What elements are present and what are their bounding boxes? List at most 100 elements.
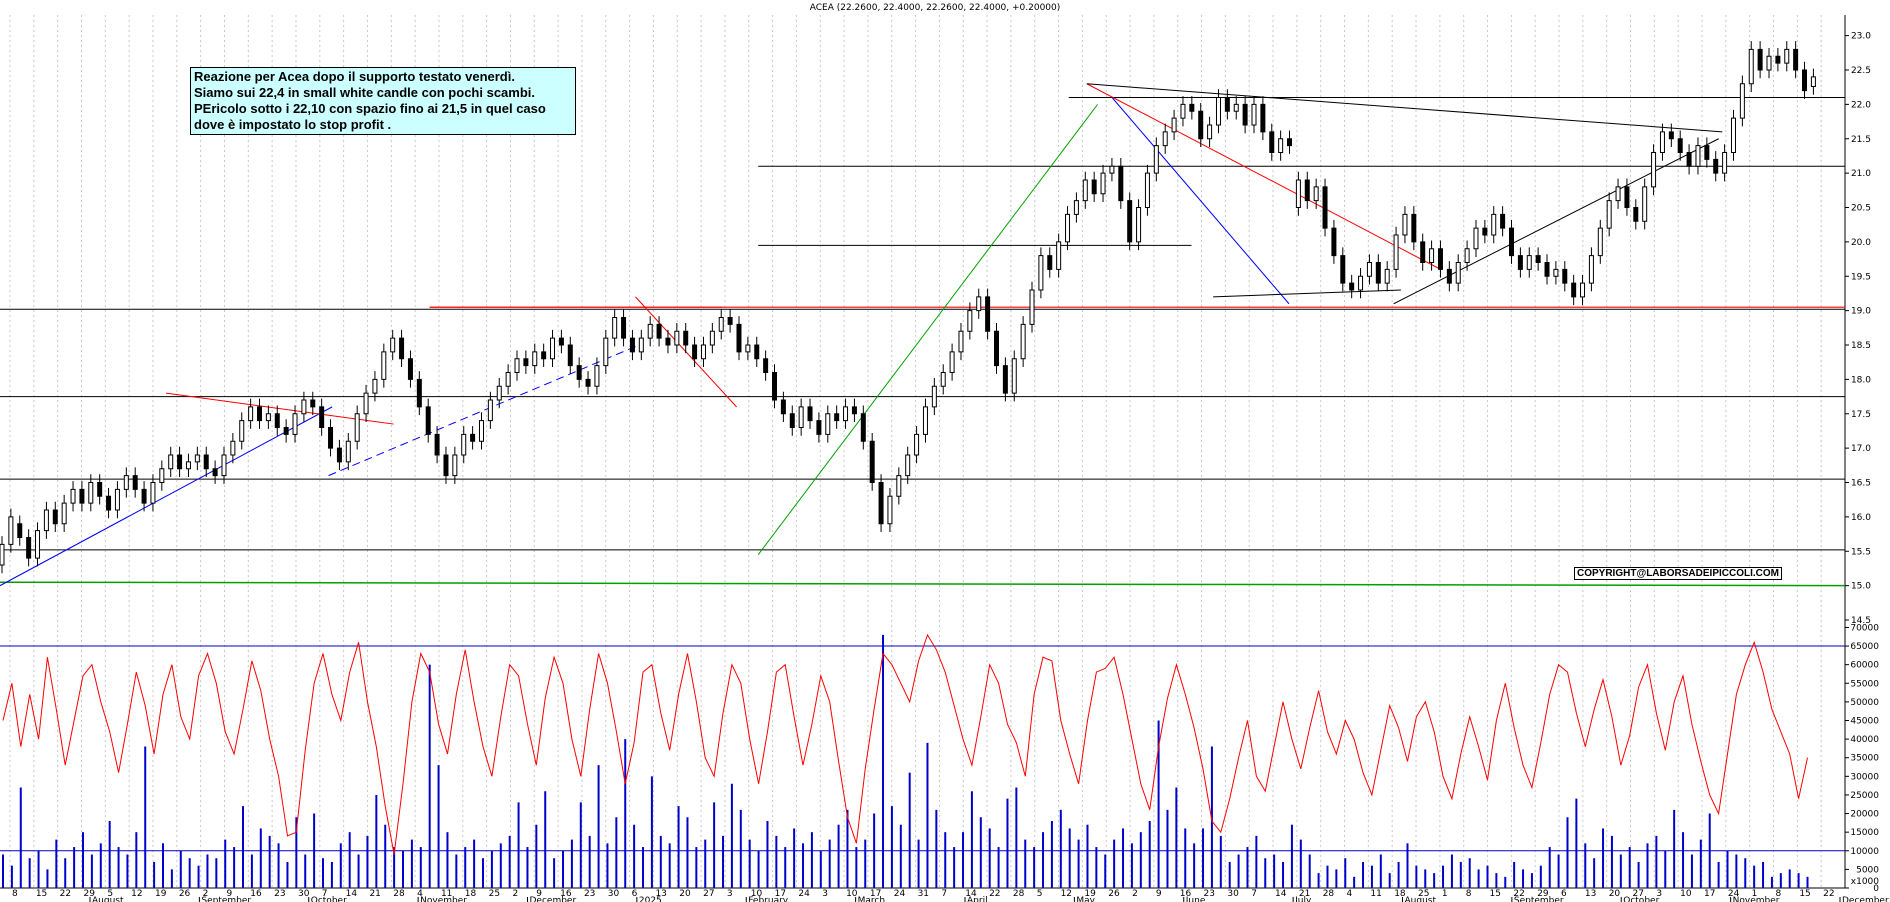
candle-body: [1526, 255, 1532, 270]
day-tick-label: 15: [1799, 889, 1810, 899]
candle-body: [1287, 138, 1293, 147]
month-label: October: [1623, 896, 1659, 902]
day-tick-label: 2: [203, 889, 209, 899]
candle-body: [336, 447, 342, 463]
candle-body: [1437, 248, 1443, 270]
candle-body: [1544, 262, 1550, 277]
day-tick-label: 10: [846, 889, 858, 899]
trend-line: [757, 104, 1099, 555]
day-tick-label: 24: [894, 889, 906, 899]
candle-body: [1686, 152, 1692, 167]
note-line: Reazione per Acea dopo il supporto testa…: [194, 69, 515, 84]
price-tick-label: 21.0: [1851, 169, 1871, 179]
day-tick-label: 27: [1633, 889, 1644, 899]
price-tick-label: 15.0: [1851, 582, 1871, 592]
day-tick-label: 22: [989, 889, 1000, 899]
candle-body: [1109, 165, 1115, 174]
trend-line: [328, 344, 640, 477]
green-level: [0, 581, 1846, 587]
candle-body: [1002, 365, 1008, 394]
candle-body: [629, 337, 635, 353]
candle-body: [976, 296, 982, 312]
candle-body: [461, 433, 467, 456]
day-tick-label: 22: [60, 889, 71, 899]
candle-body: [1606, 200, 1612, 229]
candle-body: [1500, 213, 1506, 229]
candle-body: [1810, 76, 1816, 87]
day-tick-label: 7: [1251, 889, 1257, 899]
candle-body: [1242, 103, 1248, 126]
month-label: November: [420, 896, 467, 902]
candle-body: [1429, 248, 1435, 263]
candle-body: [700, 344, 706, 360]
candle-body: [319, 406, 325, 428]
candle-body: [301, 399, 307, 415]
volume-tick-label: 30000: [1850, 772, 1879, 782]
day-tick-label: 23: [584, 889, 595, 899]
candle-body: [558, 337, 564, 346]
price-tick-label: 17.5: [1851, 410, 1871, 420]
candle-body: [1624, 186, 1630, 208]
candle-body: [585, 378, 591, 387]
candle-body: [1349, 282, 1355, 291]
candle-body: [1588, 255, 1594, 284]
day-tick-label: 30: [608, 889, 620, 899]
candle-body: [114, 488, 120, 511]
candle-body: [967, 310, 973, 332]
price-tick-label: 17.0: [1851, 444, 1871, 454]
candle-body: [310, 399, 316, 408]
volume-tick-label: 0: [1873, 884, 1879, 894]
candle-body: [97, 482, 103, 497]
candle-body: [434, 433, 440, 456]
candle-body: [914, 433, 920, 456]
candle-body: [35, 530, 41, 559]
candle-body: [1011, 358, 1017, 394]
day-tick-label: 3: [727, 889, 733, 899]
day-tick-label: 17: [775, 889, 786, 899]
candle-body: [1491, 213, 1497, 236]
candle-body: [727, 317, 733, 325]
month-label: 2025: [639, 896, 662, 902]
day-tick-label: 4: [1347, 889, 1353, 899]
price-tick-label: 20.0: [1851, 238, 1871, 248]
day-tick-label: 9: [1156, 889, 1162, 899]
day-tick-label: 26: [179, 889, 191, 899]
price-tick-label: 16.5: [1851, 479, 1871, 489]
day-tick-label: 11: [441, 889, 452, 899]
candle-body: [1233, 103, 1239, 112]
candle-body: [1384, 268, 1390, 284]
candle-body: [1375, 262, 1381, 284]
candle-body: [532, 351, 538, 367]
day-tick-label: 18: [1394, 889, 1406, 899]
candle-body: [43, 509, 49, 532]
candle-body: [878, 482, 884, 525]
candle-body: [292, 413, 298, 435]
month-label: July: [1294, 896, 1312, 902]
candle-body: [638, 337, 644, 353]
day-tick-label: 7: [941, 889, 947, 899]
candle-body: [816, 420, 822, 435]
day-tick-label: 24: [798, 889, 810, 899]
day-tick-label: 9: [536, 889, 542, 899]
candle-body: [1340, 255, 1346, 284]
candle-body: [1215, 97, 1221, 126]
candle-body: [1366, 262, 1372, 277]
day-tick-label: 6: [1561, 889, 1567, 899]
candle-body: [1304, 179, 1310, 202]
month-label: September: [201, 896, 251, 902]
candles: [0, 41, 1816, 574]
candle-body: [212, 468, 218, 477]
day-tick-label: 14: [346, 889, 358, 899]
day-tick-label: 22: [1823, 889, 1834, 899]
candle-body: [1260, 103, 1266, 133]
candle-body: [612, 317, 618, 339]
candle-body: [807, 406, 813, 422]
candle-body: [718, 317, 724, 332]
day-tick-label: 13: [655, 889, 666, 899]
candle-body: [1269, 131, 1275, 153]
day-tick-label: 16: [250, 889, 262, 899]
day-tick-label: 16: [1180, 889, 1192, 899]
candle-body: [798, 406, 804, 428]
candle-body: [896, 475, 902, 497]
candle-body: [203, 454, 209, 470]
